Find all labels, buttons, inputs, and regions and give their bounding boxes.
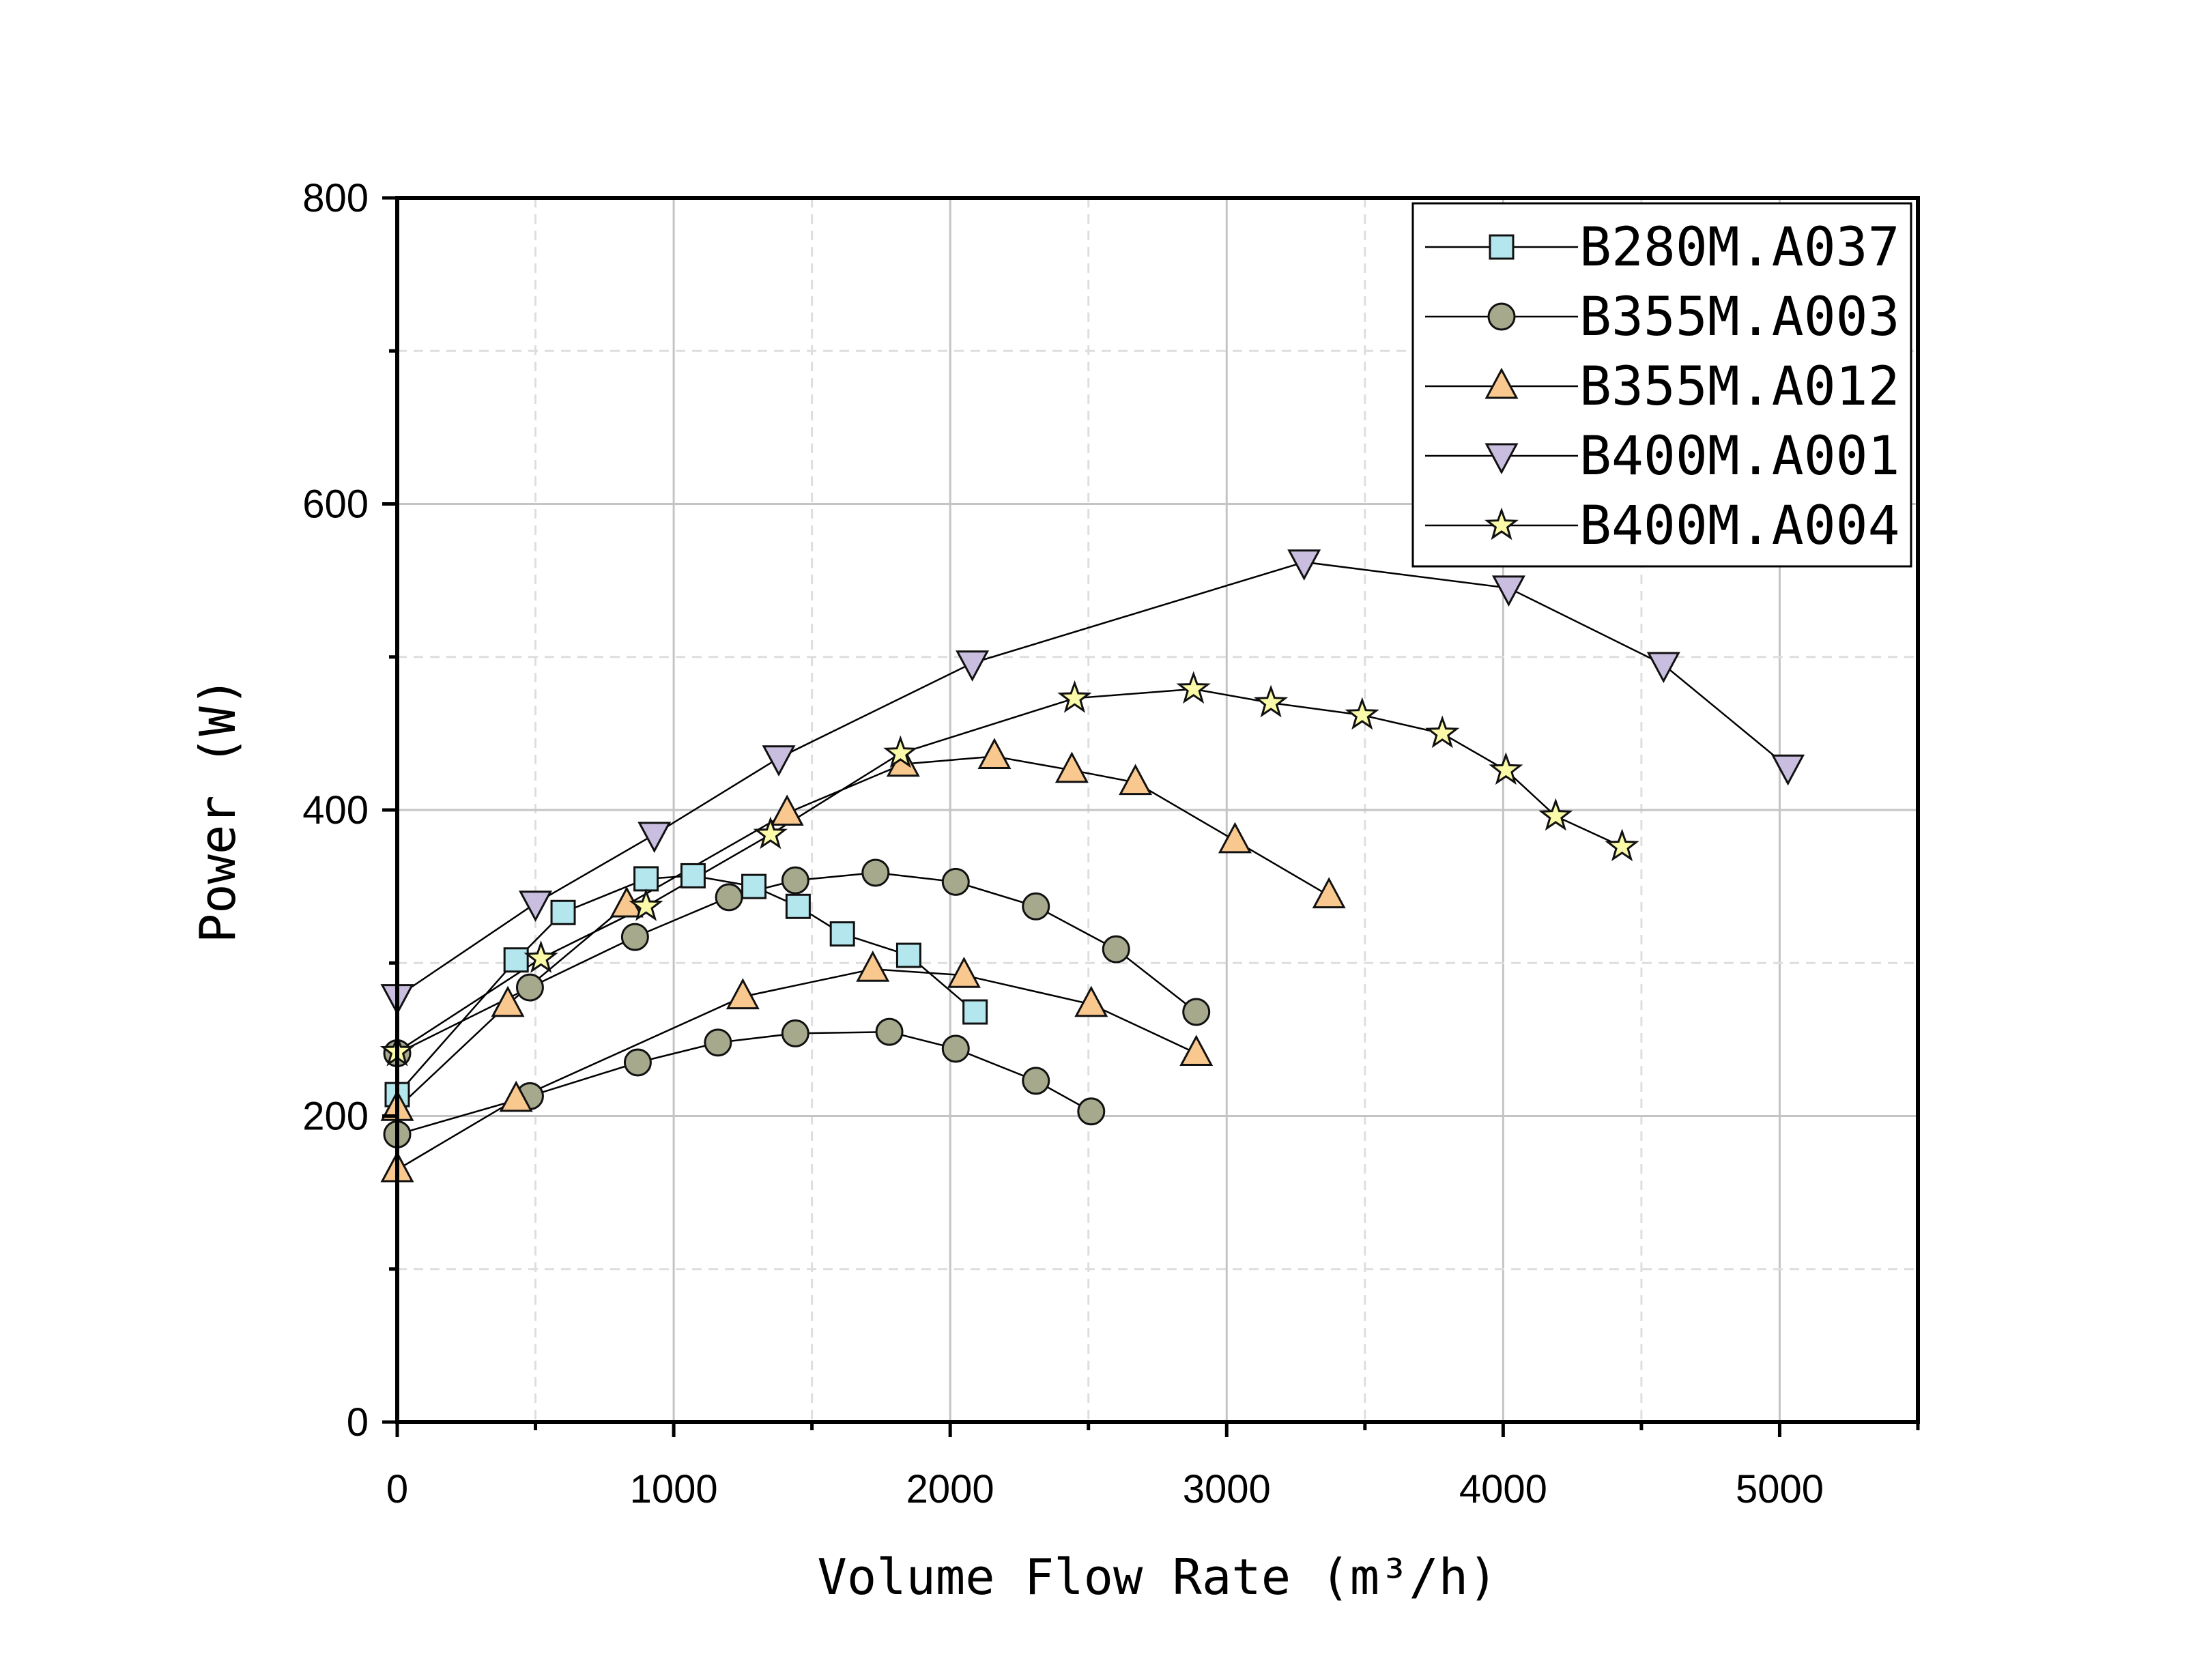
data-point-b355m-a012 [1179, 1034, 1214, 1067]
data-point-b400m-a001 [1491, 575, 1525, 607]
data-point-b355m-a012 [770, 794, 804, 826]
x-tick-label: 0 [386, 1467, 408, 1511]
legend-marker-b355m-a012 [1484, 367, 1519, 399]
data-point-b355m-a003 [875, 1017, 904, 1046]
data-point-b355m-a003 [941, 867, 970, 896]
data-point-b355m-a003 [515, 973, 544, 1002]
series-line-b355m-a003 [397, 1030, 1092, 1135]
x-tick-label: 3000 [1183, 1467, 1271, 1511]
series-line-b280m-a037 [397, 875, 976, 1095]
data-point-b355m-a003 [704, 1028, 732, 1057]
data-point-b280m-a037 [503, 947, 529, 973]
data-point-b280m-a037 [633, 866, 659, 892]
y-tick-label: 800 [302, 176, 369, 220]
data-point-b400m-a004 [629, 888, 663, 921]
data-point-b355m-a003 [1022, 1067, 1050, 1095]
y-axis-title: Power (W) [189, 677, 246, 943]
data-point-b280m-a037 [785, 893, 811, 919]
y-tick-label: 200 [302, 1095, 369, 1139]
legend-marker-b355m-a003 [1487, 302, 1516, 331]
x-tick-label: 5000 [1736, 1467, 1824, 1511]
data-point-b355m-a003 [781, 1019, 809, 1047]
legend-marker-b400m-a001 [1484, 443, 1519, 475]
data-point-b400m-a004 [523, 940, 558, 973]
data-point-b400m-a004 [1254, 684, 1289, 718]
x-tick-label: 4000 [1459, 1467, 1547, 1511]
legend-label-b355m-a003: B355M.A003 [1579, 287, 1900, 348]
data-point-b400m-a001 [519, 890, 553, 922]
data-point-b400m-a001 [956, 650, 990, 682]
x-tick-labels: 0 1000 2000 3000 4000 5000 [386, 1467, 1824, 1511]
series-line-b400m-a001 [397, 561, 1789, 998]
data-point-b400m-a004 [753, 816, 788, 850]
legend-label-b400m-a001: B400M.A001 [1579, 426, 1900, 487]
data-point-b355m-a012 [1218, 822, 1252, 854]
data-point-b355m-a003 [1102, 935, 1130, 964]
data-point-b400m-a004 [1538, 798, 1573, 831]
y-tick-label: 400 [302, 788, 369, 832]
data-point-b355m-a003 [620, 923, 649, 951]
data-point-b355m-a012 [947, 957, 981, 988]
data-point-b355m-a012 [1119, 764, 1153, 796]
data-point-b280m-a037 [680, 863, 706, 888]
data-point-b400m-a001 [1646, 652, 1680, 684]
data-point-b355m-a012 [1074, 985, 1108, 1017]
data-point-b355m-a003 [781, 866, 809, 895]
data-point-b400m-a004 [1176, 671, 1211, 704]
series-line-b355m-a012 [397, 968, 1197, 1171]
series-markers [379, 549, 1805, 1183]
y-tick-label: 600 [302, 482, 369, 527]
x-axis-title: Volume Flow Rate (m³/h) [818, 1548, 1498, 1606]
data-point-b280m-a037 [829, 921, 855, 947]
legend: B280M.A037 B355M.A003 B355M.A012 B400M.A001… [1411, 202, 1912, 568]
series-line-b355m-a012 [397, 755, 1330, 1110]
x-tick-label: 1000 [630, 1467, 718, 1511]
legend-marker-b400m-a004 [1484, 507, 1519, 540]
y-tick-labels: 0 200 400 600 800 [302, 176, 369, 1445]
data-point-b400m-a004 [1605, 828, 1639, 862]
data-point-b355m-a003 [861, 858, 890, 887]
data-point-b400m-a001 [1287, 549, 1321, 581]
data-point-b280m-a037 [741, 873, 767, 899]
axis-ticks [382, 196, 1920, 1437]
data-point-b355m-a012 [499, 1080, 533, 1112]
data-point-b355m-a003 [1182, 998, 1211, 1026]
data-point-b400m-a004 [1425, 715, 1460, 749]
legend-label-b280m-a037: B280M.A037 [1579, 217, 1900, 278]
data-point-b400m-a004 [1489, 752, 1523, 785]
y-tick-label: 0 [347, 1400, 369, 1445]
data-point-b280m-a037 [895, 942, 921, 968]
data-point-b400m-a004 [883, 735, 918, 768]
data-point-b400m-a004 [1345, 697, 1379, 730]
data-point-b400m-a004 [1057, 680, 1092, 713]
legend-label-b355m-a012: B355M.A012 [1579, 356, 1900, 418]
data-point-b355m-a003 [715, 883, 743, 912]
data-point-b355m-a003 [941, 1034, 970, 1063]
data-point-b355m-a012 [726, 978, 760, 1010]
data-point-b280m-a037 [962, 999, 988, 1025]
x-tick-label: 2000 [906, 1467, 994, 1511]
data-point-b400m-a001 [637, 822, 672, 854]
data-point-b355m-a012 [491, 985, 525, 1017]
legend-label-b400m-a004: B400M.A004 [1579, 495, 1900, 557]
data-point-b355m-a012 [1312, 877, 1346, 909]
data-point-b355m-a012 [1055, 751, 1089, 783]
series-lines [397, 561, 1789, 1171]
data-point-b355m-a003 [623, 1048, 652, 1077]
series-line-b355m-a003 [397, 871, 1197, 1054]
data-point-b280m-a037 [550, 899, 576, 925]
data-point-b400m-a001 [762, 745, 796, 777]
legend-marker-b280m-a037 [1489, 234, 1515, 260]
grid [397, 198, 1918, 1422]
data-point-b355m-a003 [1022, 892, 1050, 921]
data-point-b355m-a003 [1077, 1097, 1106, 1126]
data-point-b355m-a012 [977, 738, 1012, 770]
data-point-b400m-a001 [1771, 754, 1805, 786]
data-point-b355m-a012 [856, 951, 890, 982]
